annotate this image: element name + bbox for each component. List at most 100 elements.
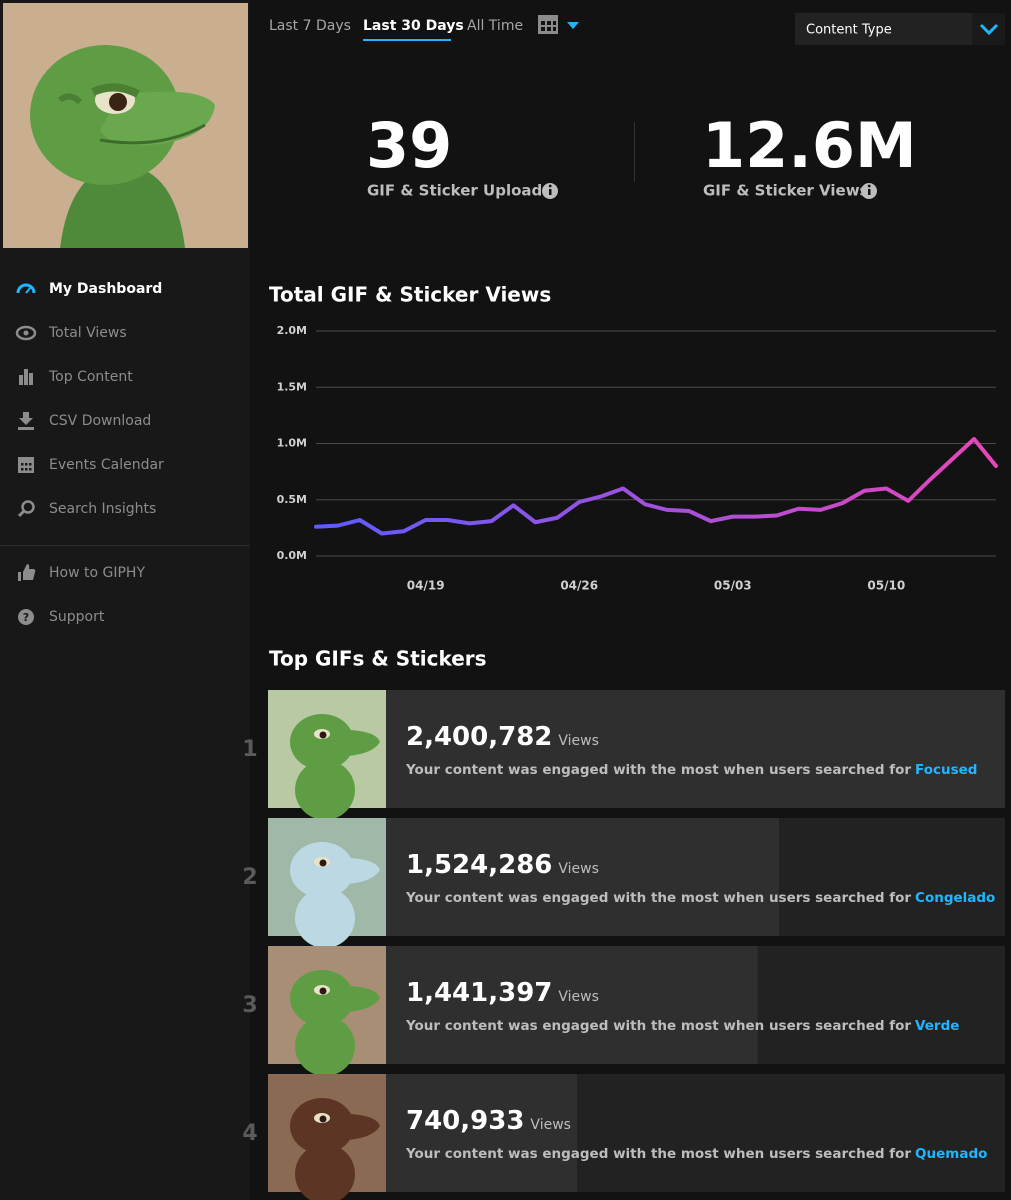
thumbnail[interactable] [268,1074,386,1200]
nav-item[interactable]: CSV Download [49,413,151,429]
views-line [314,437,998,536]
thumb-body [295,1016,355,1076]
x-tick-label: 04/26 [560,579,598,593]
rank: 4 [242,1121,257,1146]
nav-item-active[interactable]: My Dashboard [49,281,162,297]
views-count: 1,524,286 Views [406,850,599,880]
thumbnail[interactable] [268,946,386,1076]
dropdown-label: Content Type [806,23,892,38]
views-number: 740,933 [406,1106,524,1136]
thumb-snout [330,1113,380,1141]
search-term[interactable]: Verde [915,1018,959,1034]
info-icon[interactable] [861,183,877,199]
nav-item[interactable]: Support [49,609,105,625]
eye [15,325,37,341]
nav-item[interactable]: How to GIPHY [49,565,145,581]
thumbnail[interactable] [268,690,386,820]
nav-item[interactable]: Events Calendar [49,457,164,473]
content-type-dropdown[interactable]: Content Type [795,13,1005,45]
tab-underline [363,39,451,41]
views-number: 1,524,286 [406,850,552,880]
message: Your content was engaged with the most w… [405,1018,911,1034]
thumb-pupil [319,987,327,995]
y-tick-label: 1.0M [277,437,307,450]
calendar-button[interactable] [538,15,579,34]
nav-item[interactable]: Search Insights [49,501,156,517]
nav-divider [0,545,250,546]
stat-value: 39 [366,109,452,182]
views-bar [386,946,758,1064]
message: Your content was engaged with the most w… [405,1146,911,1162]
tray [18,427,34,430]
engagement-text: Your content was engaged with the most w… [405,762,977,778]
thumb-body [295,1144,355,1200]
message: Your content was engaged with the most w… [405,890,911,906]
nav-item[interactable]: Total Views [48,325,127,341]
engagement-text: Your content was engaged with the most w… [405,1146,987,1162]
stat-value: 12.6M [702,109,917,182]
nav-icon: ? [18,609,34,625]
y-tick-label: 1.5M [277,380,307,393]
y-tick-label: 0.5M [277,493,307,506]
handle [17,509,26,518]
help [18,609,34,625]
nav-icon [15,325,37,341]
chart-title: Total GIF & Sticker Views [269,283,551,307]
cal-cell [25,463,28,466]
thumbnail[interactable] [268,818,386,948]
help-mark: ? [23,611,29,624]
views-unit: Views [530,1117,571,1133]
x-tick-label: 05/10 [867,579,905,593]
nav-icon [16,283,36,294]
engagement-text: Your content was engaged with the most w… [405,1018,959,1034]
views-bar [386,1074,578,1192]
y-tick-label: 2.0M [277,324,307,337]
views-unit: Views [558,733,599,749]
avatar [3,3,248,248]
search-term[interactable]: Focused [915,762,977,778]
thumb-body [295,760,355,820]
tab[interactable]: Last 7 Days [269,18,351,34]
views-count: 1,441,397 Views [406,978,599,1008]
rank: 2 [242,865,257,890]
stat-label: GIF & Sticker Views [703,182,869,200]
views-unit: Views [558,861,599,877]
needle [25,286,32,294]
thumb [18,564,36,581]
pupil [23,330,29,336]
cal-cell [25,468,28,471]
x-tick-label: 04/19 [407,579,445,593]
engagement-text: Your content was engaged with the most w… [405,890,995,906]
rank: 1 [242,737,257,762]
cal-cell [21,463,24,466]
cal-cell [29,463,32,466]
views-unit: Views [558,989,599,1005]
tab-active[interactable]: Last 30 Days [363,18,464,34]
views-bar [386,818,780,936]
nav-item[interactable]: Top Content [48,369,133,385]
nav-icon [17,500,35,518]
section-title: Top GIFs & Stickers [269,647,487,671]
message: Your content was engaged with the most w… [405,762,911,778]
search-term[interactable]: Congelado [915,890,995,906]
search-term[interactable]: Quemado [915,1146,987,1162]
views-bar [386,690,1005,808]
lens [21,500,35,514]
nav-icon [18,457,34,473]
views-count: 2,400,782 Views [406,722,599,752]
thumb-pupil [319,731,327,739]
cal-cell [29,468,32,471]
thumb-snout [330,857,380,885]
bar-icon [19,375,23,385]
nav-icon [18,564,36,581]
info-icon[interactable] [542,183,558,199]
tab[interactable]: All Time [467,18,523,34]
stat-divider [634,122,635,182]
nav-icon [18,412,34,430]
views-count: 740,933 Views [406,1106,571,1136]
download [19,412,33,425]
thumb-snout [330,729,380,757]
bar-icon [29,373,33,385]
y-tick-label: 0.0M [277,549,307,562]
